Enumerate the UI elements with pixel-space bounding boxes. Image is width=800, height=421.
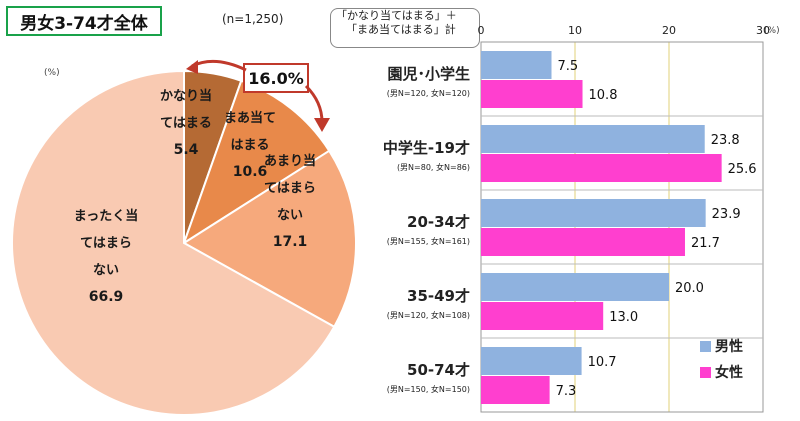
legend-label-female: 女性	[715, 365, 743, 381]
criterion-line2: 「まあ当てはまる」計	[346, 23, 456, 36]
bar-female-3	[481, 228, 685, 256]
pie-labels: かなり当てはまる5.4まあ当てはまる10.6あまり当てはまらない17.1まったく…	[74, 88, 316, 305]
value-label-female-5: 7.3	[556, 384, 577, 399]
pie-slices	[11, 69, 357, 416]
bar-male-4	[481, 273, 669, 301]
legend-swatch-female	[700, 366, 711, 378]
value-label-male-2: 23.8	[711, 133, 740, 148]
criterion-label: 「かなり当てはまる」＋ 「まあ当てはまる」計	[336, 9, 474, 45]
category-label-4: 35-49才	[407, 287, 470, 305]
pie-label-3: てはまら	[264, 181, 316, 196]
pie-value-4: 66.9	[89, 289, 124, 305]
bar-female-5	[481, 376, 550, 404]
bar-values: 7.5 10.8 23.8 25.6 23.9 21.7 20.0 13.0 10.7 7.3	[556, 59, 757, 399]
bar-male-3	[481, 199, 706, 227]
sample-size-note: (n=1,250)	[222, 12, 284, 26]
value-label-female-4: 13.0	[609, 310, 638, 325]
value-label-male-4: 20.0	[675, 281, 704, 296]
pie-label-2: まあ当て	[224, 110, 276, 126]
callout-box	[243, 63, 309, 93]
callout-arrowhead-right	[314, 118, 330, 132]
criterion-line1: 「かなり当てはまる」＋	[336, 9, 457, 22]
pie-value-1: 5.4	[174, 142, 199, 158]
pie-slice-3	[182, 149, 357, 329]
category-label-5: 50-74才	[407, 361, 470, 379]
bar-male-1	[481, 51, 552, 79]
value-label-female-2: 25.6	[728, 162, 757, 177]
chart-title: 男女3-74才全体	[6, 6, 162, 36]
pie-value-2: 10.6	[233, 164, 268, 180]
bar-bars	[481, 51, 722, 404]
value-label-female-3: 21.7	[691, 236, 720, 251]
pie-label-3: あまり当	[264, 153, 316, 169]
pie-label-4: てはまら	[80, 236, 132, 251]
callout: 16.0%	[186, 59, 330, 132]
bar-male-2	[481, 125, 705, 153]
pie-label-4: ない	[93, 263, 119, 278]
pie-label-4: まったく当	[74, 208, 138, 224]
criterion-bracket	[330, 8, 480, 48]
category-n-2: (男N=80, 女N=86)	[396, 163, 470, 172]
category-label-1: 園児･小学生	[387, 65, 470, 83]
bar-female-4	[481, 302, 604, 330]
legend: 男性 女性	[700, 336, 743, 382]
legend-item-female: 女性	[700, 362, 743, 382]
pie-label-1: かなり当	[160, 88, 212, 104]
bar-female-1	[481, 80, 583, 108]
x-tick-0: 0	[478, 24, 485, 37]
legend-item-male: 男性	[700, 336, 743, 356]
bar-male-5	[481, 347, 582, 375]
callout-arrowhead-left	[186, 60, 198, 74]
category-label-2: 中学生-19才	[382, 139, 470, 157]
category-n-4: (男N=120, 女N=108)	[386, 311, 470, 320]
pie-label-2: はまる	[230, 138, 269, 153]
category-n-1: (男N=120, 女N=120)	[386, 89, 470, 98]
legend-swatch-male	[700, 340, 711, 352]
bar-unit-label: (%)	[764, 26, 780, 36]
pie-label-1: てはまる	[160, 116, 212, 131]
x-tick-10: 10	[568, 24, 582, 37]
value-label-male-1: 7.5	[558, 59, 579, 74]
callout-value: 16.0%	[248, 69, 304, 88]
category-n-3: (男N=155, 女N=161)	[386, 237, 470, 246]
pie-unit-label: (%)	[44, 68, 60, 78]
bar-ticks: 0 10 20 30	[478, 24, 771, 37]
pie-slice-4	[11, 69, 336, 416]
x-tick-20: 20	[662, 24, 676, 37]
legend-label-male: 男性	[715, 339, 743, 355]
bar-female-2	[481, 154, 722, 182]
pie-value-3: 17.1	[273, 234, 308, 250]
category-n-5: (男N=150, 女N=150)	[386, 385, 470, 394]
value-label-male-3: 23.9	[712, 207, 741, 222]
category-label-3: 20-34才	[407, 213, 470, 231]
value-label-female-1: 10.8	[589, 88, 618, 103]
value-label-male-5: 10.7	[588, 355, 617, 370]
x-tick-30: 30	[756, 24, 770, 37]
pie-label-3: ない	[277, 208, 303, 223]
